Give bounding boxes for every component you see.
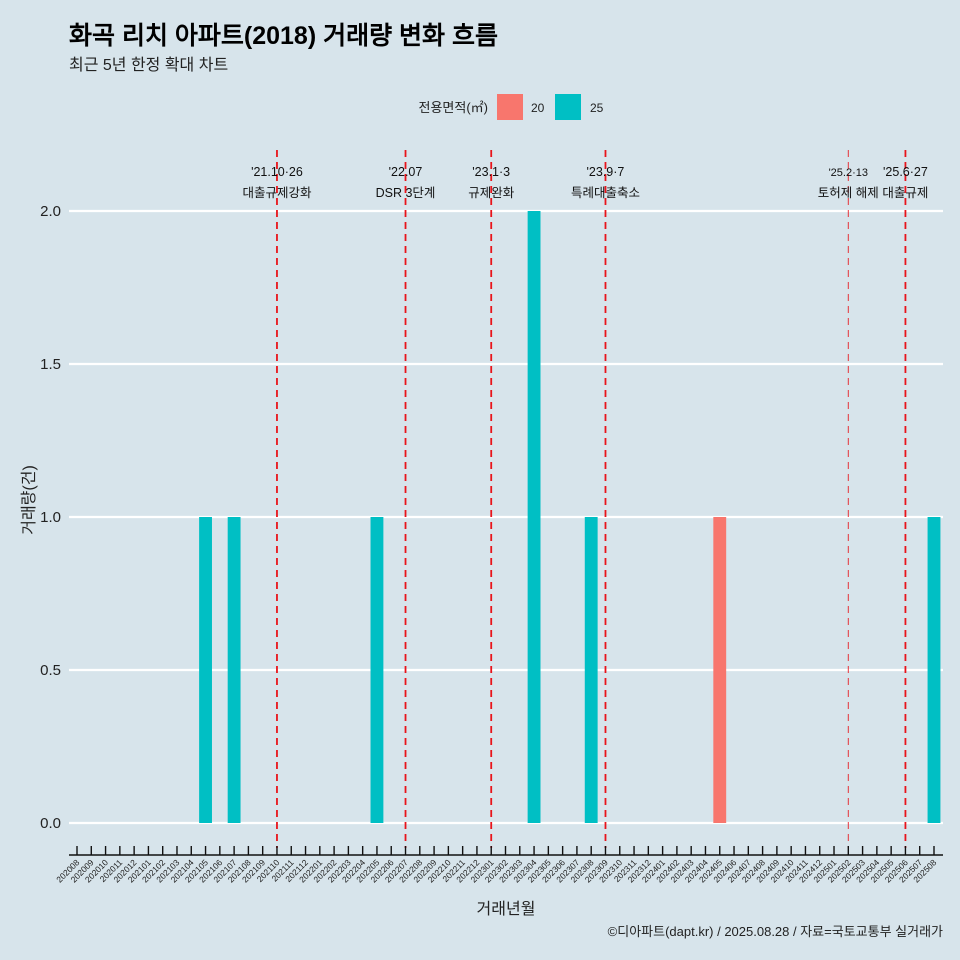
x-axis-ticks xyxy=(76,846,935,855)
bars xyxy=(199,211,941,823)
bar-25-202205 xyxy=(370,517,384,823)
y-axis-title: 거래량(건) xyxy=(20,465,38,535)
event-label: 규제완화 xyxy=(468,186,515,200)
y-tick-label: 0.0 xyxy=(40,815,61,832)
legend-item-20: 20 xyxy=(497,94,545,120)
event-label: 대출규제강화 xyxy=(242,186,312,200)
y-tick-label: 2.0 xyxy=(40,203,61,220)
bar-25-202107 xyxy=(227,517,241,823)
event-date-label: '21.10·26 xyxy=(251,165,303,179)
event-label: 토허제 해제 xyxy=(818,186,879,200)
event-date-label: '23.9·7 xyxy=(587,165,625,179)
event-label: 대출규제 xyxy=(882,186,928,200)
bar-25-202105 xyxy=(199,517,212,823)
legend-title: 전용면적(㎡) xyxy=(419,100,489,115)
event-date-label: '25.6·27 xyxy=(883,165,928,179)
chart-subtitle: 최근 5년 한정 확대 차트 xyxy=(69,56,228,74)
legend-swatch-20 xyxy=(497,94,523,120)
x-axis-title: 거래년월 xyxy=(477,900,536,918)
event-label: 특례대출축소 xyxy=(571,186,640,200)
event-lines xyxy=(276,150,907,848)
bar-25-202508 xyxy=(927,517,941,823)
legend-item-25: 25 xyxy=(555,94,604,120)
y-tick-label: 1.5 xyxy=(40,356,61,373)
caption: ©디아파트(dapt.kr) / 2025.08.28 / 자료=국토교통부 실… xyxy=(608,924,943,939)
legend: 전용면적(㎡) 20 25 xyxy=(419,94,604,120)
legend-label-20: 20 xyxy=(531,101,545,115)
legend-label-25: 25 xyxy=(590,101,604,115)
chart-title: 화곡 리치 아파트(2018) 거래량 변화 흐름 xyxy=(69,22,498,50)
event-annotations: '21.10·26 대출규제강화 '22.07 DSR 3단계 '23.1·3 규제완화 '… xyxy=(242,165,928,200)
y-tick-label: 1.0 xyxy=(40,509,61,526)
event-date-label: '23.1·3 xyxy=(472,165,510,179)
event-label: DSR 3단계 xyxy=(376,186,436,200)
bar-20-202405 xyxy=(713,517,727,823)
event-date-label: '25.2·13 xyxy=(829,167,868,179)
event-date-label: '22.07 xyxy=(389,165,423,179)
y-axis-tick-labels: 0.0 0.5 1.0 1.5 2.0 xyxy=(40,203,61,832)
gridlines xyxy=(69,209,943,825)
legend-swatch-25 xyxy=(555,94,581,120)
bar-25-202304 xyxy=(527,211,541,823)
bar-25-202308 xyxy=(584,517,598,823)
y-tick-label: 0.5 xyxy=(40,662,61,679)
